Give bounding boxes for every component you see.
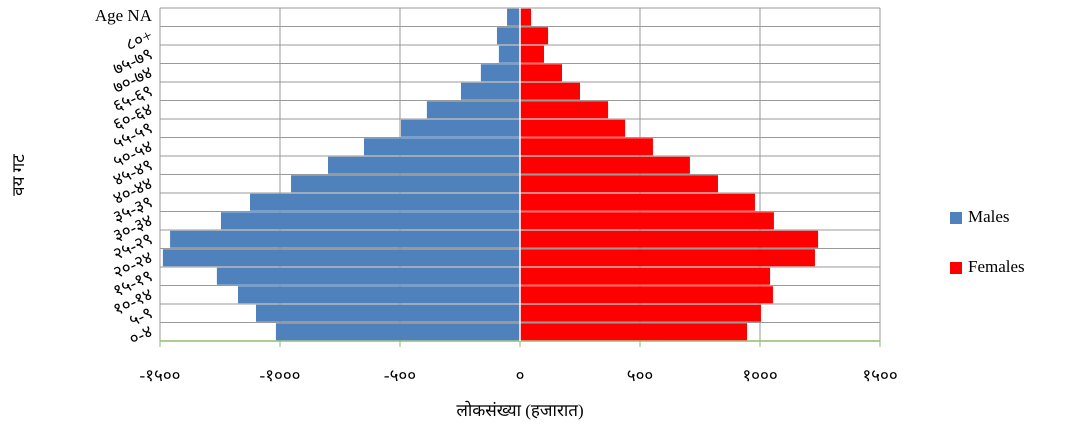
bar <box>480 64 520 82</box>
x-tick-label: ५०० <box>627 366 654 385</box>
bar <box>520 323 748 341</box>
bar <box>460 82 520 100</box>
y-tick-label: ८०+ <box>123 26 156 55</box>
y-axis-label: वय गट <box>9 154 28 196</box>
bar <box>162 249 520 267</box>
bar <box>520 286 773 304</box>
bar <box>520 249 815 267</box>
bar <box>496 27 520 45</box>
bar <box>520 82 580 100</box>
bar <box>520 230 819 248</box>
bar <box>520 138 653 156</box>
bar <box>520 101 609 119</box>
bar <box>220 212 520 230</box>
x-tick-label: १००० <box>742 366 777 385</box>
legend-label: Males <box>968 207 1010 226</box>
bar <box>238 286 520 304</box>
y-tick-label: Age NA <box>95 6 153 25</box>
bar <box>520 267 771 285</box>
x-tick-label: ० <box>516 366 525 385</box>
x-tick-label: -५०० <box>384 366 416 385</box>
bar <box>216 267 520 285</box>
bar <box>520 45 544 63</box>
legend-label: Females <box>968 257 1025 276</box>
bar <box>498 45 520 63</box>
bar <box>400 119 520 137</box>
bar <box>170 230 520 248</box>
legend-swatch <box>950 262 962 274</box>
bar <box>275 323 520 341</box>
x-tick-label: -१५०० <box>139 366 180 385</box>
bar <box>520 156 690 174</box>
bar <box>426 101 520 119</box>
bar <box>520 304 761 322</box>
bar <box>364 138 520 156</box>
bar <box>520 119 626 137</box>
bar <box>520 193 755 211</box>
bar <box>520 64 562 82</box>
bar <box>520 212 774 230</box>
bar <box>250 193 520 211</box>
legend-swatch <box>950 212 962 224</box>
bar <box>520 8 532 26</box>
bar <box>256 304 520 322</box>
x-tick-label: -१००० <box>259 366 300 385</box>
x-tick-label: १५०० <box>862 366 897 385</box>
bar <box>520 27 549 45</box>
bar <box>328 156 520 174</box>
x-axis-label: लोकसंख्या (हजारात) <box>456 400 583 420</box>
bar <box>520 175 718 193</box>
bar <box>507 8 520 26</box>
bar <box>291 175 520 193</box>
